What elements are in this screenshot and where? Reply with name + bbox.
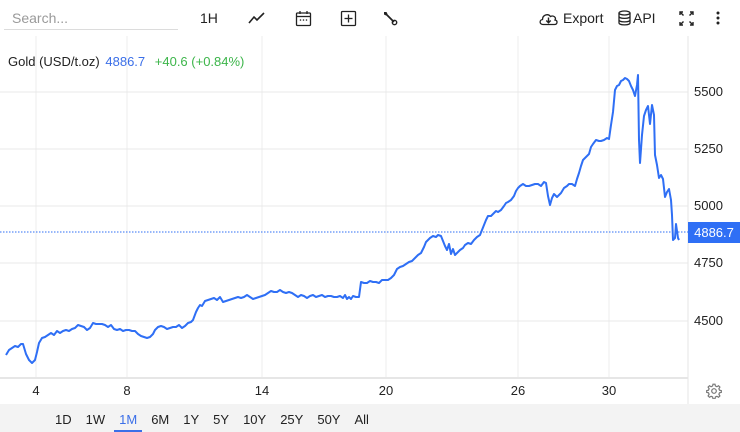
series-price: 4886.7 bbox=[105, 54, 146, 69]
price-series-line bbox=[5, 74, 680, 364]
export-label: Export bbox=[563, 10, 604, 26]
horizontal-gridlines bbox=[0, 91, 688, 322]
more-vertical-icon bbox=[716, 11, 720, 25]
range-tab-1w[interactable]: 1W bbox=[85, 412, 106, 427]
date-range-button[interactable] bbox=[295, 7, 312, 29]
api-label: API bbox=[633, 10, 656, 26]
x-tick-label: 20 bbox=[378, 383, 394, 398]
tools-button[interactable] bbox=[382, 7, 398, 29]
export-button[interactable]: Export bbox=[538, 7, 603, 29]
database-icon bbox=[618, 10, 631, 26]
line-chart-icon bbox=[248, 12, 265, 24]
last-price-tag: 4886.7 bbox=[688, 222, 740, 243]
series-name: Gold (USD/t.oz) bbox=[8, 54, 100, 69]
y-tick-label: 4500 bbox=[694, 313, 723, 328]
range-tab-50y[interactable]: 50Y bbox=[317, 412, 341, 427]
more-menu-button[interactable] bbox=[710, 7, 726, 29]
y-tick-label: 4750 bbox=[694, 255, 723, 270]
add-indicator-button[interactable] bbox=[340, 7, 357, 29]
interval-label: 1H bbox=[200, 10, 218, 26]
range-tab-6m[interactable]: 6M bbox=[151, 412, 170, 427]
toolbar: 1H Export API bbox=[0, 0, 740, 34]
search-input[interactable] bbox=[4, 6, 178, 30]
range-tab-all[interactable]: All bbox=[354, 412, 369, 427]
range-bar: 1D 1W 1M 6M 1Y 5Y 10Y 25Y 50Y All bbox=[0, 404, 740, 432]
x-tick-label: 30 bbox=[601, 383, 617, 398]
y-tick-label: 5250 bbox=[694, 141, 723, 156]
range-tab-1y[interactable]: 1Y bbox=[183, 412, 200, 427]
y-tick-label: 5500 bbox=[694, 84, 723, 99]
plus-box-icon bbox=[340, 10, 357, 26]
x-tick-label: 8 bbox=[123, 383, 131, 398]
interval-button[interactable]: 1H bbox=[200, 7, 218, 29]
x-tick-label: 26 bbox=[510, 383, 526, 398]
range-tab-10y[interactable]: 10Y bbox=[243, 412, 267, 427]
calendar-icon bbox=[295, 10, 312, 26]
api-button[interactable]: API bbox=[618, 7, 656, 29]
range-tab-25y[interactable]: 25Y bbox=[280, 412, 304, 427]
gear-icon[interactable] bbox=[706, 383, 722, 399]
series-legend: Gold (USD/t.oz) 4886.7 +40.6 (+0.84%) bbox=[8, 54, 244, 69]
fullscreen-icon bbox=[679, 10, 694, 26]
wrench-icon bbox=[384, 12, 398, 26]
x-tick-label: 4 bbox=[32, 383, 40, 398]
range-tabs: 1D 1W 1M 6M 1Y 5Y 10Y 25Y 50Y All bbox=[48, 404, 376, 432]
y-tick-label: 5000 bbox=[694, 198, 723, 213]
vertical-gridlines bbox=[35, 36, 610, 378]
fullscreen-button[interactable] bbox=[678, 7, 695, 29]
cloud-download-icon bbox=[539, 13, 558, 25]
range-tab-1d[interactable]: 1D bbox=[55, 412, 72, 427]
range-tab-1m[interactable]: 1M bbox=[112, 404, 144, 432]
x-tick-label: 14 bbox=[254, 383, 270, 398]
series-change: +40.6 (+0.84%) bbox=[154, 54, 245, 69]
chart-type-button[interactable] bbox=[248, 7, 266, 29]
price-chart[interactable] bbox=[0, 0, 740, 404]
range-tab-5y[interactable]: 5Y bbox=[213, 412, 230, 427]
